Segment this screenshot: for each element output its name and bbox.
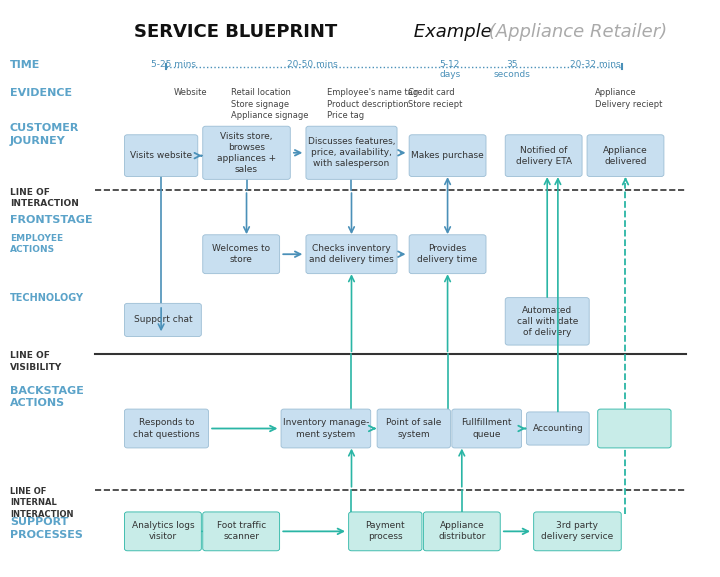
Text: Point of sale
system: Point of sale system: [386, 418, 441, 439]
FancyBboxPatch shape: [281, 409, 371, 448]
Text: LINE OF
VISIBILITY: LINE OF VISIBILITY: [10, 351, 62, 372]
Text: 20-32 mins: 20-32 mins: [570, 60, 620, 69]
Text: (Appliance Retailer): (Appliance Retailer): [483, 23, 667, 41]
Text: Notified of
delivery ETA: Notified of delivery ETA: [516, 145, 572, 166]
Text: Fullfillment
queue: Fullfillment queue: [462, 418, 512, 439]
Text: Visits store,
browses
appliances +
sales: Visits store, browses appliances + sales: [217, 132, 276, 174]
Text: TIME: TIME: [10, 60, 40, 70]
FancyBboxPatch shape: [377, 409, 451, 448]
Text: Makes purchase: Makes purchase: [411, 151, 484, 160]
Text: Credit card
Store reciept: Credit card Store reciept: [408, 88, 463, 108]
Text: Accounting: Accounting: [533, 424, 583, 433]
FancyBboxPatch shape: [423, 512, 500, 551]
Text: FRONTSTAGE: FRONTSTAGE: [10, 215, 92, 226]
Text: 20-50 mins: 20-50 mins: [287, 60, 338, 69]
Text: 5-12
days: 5-12 days: [439, 60, 460, 79]
Text: Foot traffic
scanner: Foot traffic scanner: [217, 521, 266, 541]
Text: Appliance
Delivery reciept: Appliance Delivery reciept: [595, 88, 662, 108]
FancyBboxPatch shape: [203, 512, 279, 551]
Text: Provides
delivery time: Provides delivery time: [418, 244, 477, 264]
Text: 35
seconds: 35 seconds: [493, 60, 530, 79]
Text: SERVICE BLUEPRINT: SERVICE BLUEPRINT: [135, 23, 338, 41]
Text: Inventory manage-
ment system: Inventory manage- ment system: [283, 418, 369, 439]
Text: 3rd party
delivery service: 3rd party delivery service: [541, 521, 613, 541]
FancyBboxPatch shape: [125, 409, 209, 448]
FancyBboxPatch shape: [203, 126, 290, 179]
Text: Example: Example: [408, 23, 492, 41]
Text: SUPPORT
PROCESSES: SUPPORT PROCESSES: [10, 517, 83, 540]
Text: BACKSTAGE
ACTIONS: BACKSTAGE ACTIONS: [10, 385, 84, 409]
FancyBboxPatch shape: [534, 512, 621, 551]
Text: Appliance
distributor: Appliance distributor: [438, 521, 485, 541]
FancyBboxPatch shape: [587, 135, 664, 177]
Text: Retail location
Store signage
Appliance signage: Retail location Store signage Appliance …: [230, 88, 308, 119]
FancyBboxPatch shape: [125, 135, 198, 177]
FancyBboxPatch shape: [306, 126, 397, 179]
Text: Discusses features,
price, availability,
with salesperson: Discusses features, price, availability,…: [307, 137, 395, 168]
FancyBboxPatch shape: [409, 235, 486, 273]
Text: Analytics logs
visitor: Analytics logs visitor: [132, 521, 194, 541]
FancyBboxPatch shape: [598, 409, 671, 448]
Text: Support chat: Support chat: [134, 316, 192, 324]
Text: EVIDENCE: EVIDENCE: [10, 88, 72, 99]
Text: 5-25 mins: 5-25 mins: [151, 60, 196, 69]
Text: Visits website: Visits website: [130, 151, 192, 160]
Text: Responds to
chat questions: Responds to chat questions: [133, 418, 199, 439]
FancyBboxPatch shape: [348, 512, 422, 551]
Text: Website: Website: [174, 88, 207, 98]
FancyBboxPatch shape: [526, 412, 589, 445]
Text: Payment
process: Payment process: [366, 521, 405, 541]
FancyBboxPatch shape: [203, 235, 279, 273]
Text: Appliance
delivered: Appliance delivered: [603, 145, 648, 166]
FancyBboxPatch shape: [505, 135, 582, 177]
Text: TECHNOLOGY: TECHNOLOGY: [10, 293, 84, 302]
Text: CUSTOMER
JOURNEY: CUSTOMER JOURNEY: [10, 123, 79, 145]
FancyBboxPatch shape: [505, 298, 589, 345]
Text: LINE OF
INTERACTION: LINE OF INTERACTION: [10, 188, 78, 208]
Text: Employee's name tag
Product description
Price tag: Employee's name tag Product description …: [327, 88, 418, 119]
Text: LINE OF
INTERNAL
INTERACTION: LINE OF INTERNAL INTERACTION: [10, 487, 73, 519]
FancyBboxPatch shape: [125, 512, 202, 551]
FancyBboxPatch shape: [409, 135, 486, 177]
FancyBboxPatch shape: [452, 409, 521, 448]
Text: Checks inventory
and delivery times: Checks inventory and delivery times: [309, 244, 394, 264]
Text: Automated
call with date
of delivery: Automated call with date of delivery: [516, 306, 578, 337]
FancyBboxPatch shape: [306, 235, 397, 273]
Text: EMPLOYEE
ACTIONS: EMPLOYEE ACTIONS: [10, 234, 63, 254]
FancyBboxPatch shape: [125, 304, 202, 336]
Text: Welcomes to
store: Welcomes to store: [212, 244, 270, 264]
